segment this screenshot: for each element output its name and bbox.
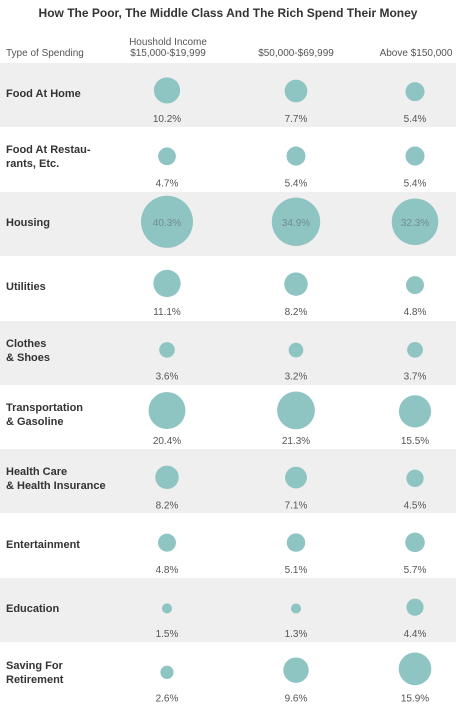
value-label-health-care-health-insurance-col1: 8.2% xyxy=(156,500,179,511)
bubble-housing-col2 xyxy=(271,197,321,246)
value-label-saving-for-retirement-col1: 2.6% xyxy=(156,694,179,704)
bubble-education-col3 xyxy=(406,598,424,616)
row-label: Utilities xyxy=(6,281,46,294)
value-label-utilities-col2: 8.2% xyxy=(285,307,308,318)
row-food-at-home: Food At Home xyxy=(0,63,456,127)
value-label-entertainment-col1: 4.8% xyxy=(156,565,179,576)
value-label-food-at-home-col3: 5.4% xyxy=(404,114,427,125)
bubble-health-care-health-insurance-col1 xyxy=(155,465,179,490)
value-label-housing-col3: 32.3% xyxy=(401,218,429,229)
column-header-line2: Above $150,000 xyxy=(379,48,453,59)
bubble-food-at-home-col1 xyxy=(153,77,181,104)
bubble-housing-col1 xyxy=(141,195,193,248)
row-label: Health Care & Health Insurance xyxy=(6,466,106,493)
bubble-food-at-home-col3 xyxy=(405,82,425,102)
value-label-saving-for-retirement-col2: 9.6% xyxy=(285,694,308,704)
row-label: Clothes & Shoes xyxy=(6,337,51,364)
bubble-utilities-col3 xyxy=(406,276,424,295)
row-health-care-health-insurance: Health Care & Health Insurance xyxy=(0,449,456,514)
bubble-transportation-gasoline-col3 xyxy=(398,395,432,428)
row-label: Transportation & Gasoline xyxy=(6,402,84,428)
value-label-food-at-home-col2: 7.7% xyxy=(285,114,308,125)
bubble-utilities-col1 xyxy=(153,269,181,298)
value-label-entertainment-col3: 5.7% xyxy=(404,565,427,576)
row-label: Food At Home xyxy=(6,88,81,100)
row-label: Food At Restau- rants, Etc. xyxy=(6,144,91,171)
bubble-education-col1 xyxy=(161,603,173,614)
row-saving-for-retirement: Saving For Retirement xyxy=(0,643,456,707)
value-label-utilities-col3: 4.8% xyxy=(404,307,427,318)
value-label-food-at-home-col1: 10.2% xyxy=(153,114,181,125)
bubble-saving-for-retirement-col3 xyxy=(398,652,432,686)
row-transportation-gasoline: Transportation & Gasoline xyxy=(0,385,456,449)
row-clothes-shoes: Clothes & Shoes xyxy=(0,320,456,385)
bubble-saving-for-retirement-col1 xyxy=(160,665,174,679)
bubble-clothes-shoes-col1 xyxy=(159,342,175,358)
bubble-entertainment-col2 xyxy=(286,533,306,552)
value-label-education-col3: 4.4% xyxy=(404,629,427,640)
row-utilities: Utilities xyxy=(0,256,456,320)
value-label-health-care-health-insurance-col3: 4.5% xyxy=(404,500,427,511)
value-label-food-at-restau-rants-etc-col3: 5.4% xyxy=(404,178,427,189)
column-header-line1: Houshold Income xyxy=(129,37,207,48)
bubble-utilities-col2 xyxy=(284,272,308,296)
row-label: Education xyxy=(6,603,60,616)
row-header: Type of Spending xyxy=(6,48,84,59)
bubble-transportation-gasoline-col1 xyxy=(148,392,186,430)
value-label-education-col2: 1.3% xyxy=(285,629,308,640)
value-label-clothes-shoes-col3: 3.7% xyxy=(404,372,427,383)
row-education: Education xyxy=(0,578,456,643)
bubble-housing-col3 xyxy=(391,198,439,246)
value-label-food-at-restau-rants-etc-col1: 4.7% xyxy=(156,178,179,189)
bubble-education-col2 xyxy=(291,603,301,614)
bubble-entertainment-col3 xyxy=(405,532,425,553)
row-label: Housing xyxy=(6,216,50,229)
row-entertainment: Entertainment xyxy=(0,514,456,578)
column-header-line2: $15,000-$19,999 xyxy=(130,48,206,59)
bubble-clothes-shoes-col3 xyxy=(407,341,423,358)
bubble-health-care-health-insurance-col2 xyxy=(285,466,307,489)
value-label-clothes-shoes-col2: 3.2% xyxy=(285,372,308,383)
bubble-transportation-gasoline-col2 xyxy=(277,391,315,430)
bubble-food-at-restau-rants-etc-col3 xyxy=(405,146,425,166)
value-label-food-at-restau-rants-etc-col2: 5.4% xyxy=(285,178,308,189)
column-header-high-income: Above $150,000 xyxy=(366,48,456,59)
bubble-health-care-health-insurance-col3 xyxy=(406,469,424,488)
bubble-clothes-shoes-col2 xyxy=(288,342,304,358)
row-food-at-restau-rants-etc: Food At Restau- rants, Etc. xyxy=(0,127,456,191)
bubble-entertainment-col1 xyxy=(158,533,176,552)
bubble-saving-for-retirement-col2 xyxy=(283,657,309,683)
column-header-line2: $50,000-$69,999 xyxy=(258,48,334,59)
chart-title: How The Poor, The Middle Class And The R… xyxy=(38,6,418,20)
bubble-food-at-restau-rants-etc-col1 xyxy=(158,147,176,166)
value-label-housing-col2: 34.9% xyxy=(282,218,310,229)
value-label-entertainment-col2: 5.1% xyxy=(285,565,308,576)
row-label: Entertainment xyxy=(6,538,80,551)
value-label-education-col1: 1.5% xyxy=(156,629,179,640)
row-housing: Housing xyxy=(0,191,456,256)
bubble-food-at-restau-rants-etc-col2 xyxy=(286,146,306,166)
row-label: Saving For Retirement xyxy=(6,659,64,686)
column-header-low-income: Houshold Income $15,000-$19,999 xyxy=(118,37,218,59)
value-label-health-care-health-insurance-col2: 7.1% xyxy=(285,500,308,511)
value-label-saving-for-retirement-col3: 15.9% xyxy=(401,694,429,704)
value-label-transportation-gasoline-col2: 21.3% xyxy=(282,436,310,447)
column-header-middle-income: $50,000-$69,999 xyxy=(246,48,346,59)
value-label-utilities-col1: 11.1% xyxy=(153,307,181,318)
value-label-clothes-shoes-col1: 3.6% xyxy=(156,372,179,383)
value-label-housing-col1: 40.3% xyxy=(153,218,181,229)
bubble-food-at-home-col2 xyxy=(284,79,308,103)
value-label-transportation-gasoline-col3: 15.5% xyxy=(401,436,429,447)
value-label-transportation-gasoline-col1: 20.4% xyxy=(153,436,181,447)
